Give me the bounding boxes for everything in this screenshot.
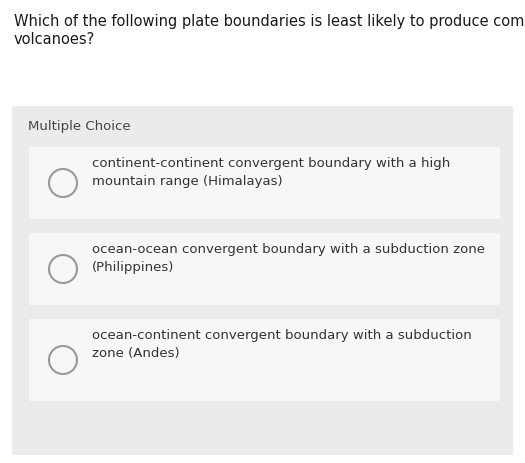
Text: volcanoes?: volcanoes? bbox=[14, 32, 95, 47]
FancyBboxPatch shape bbox=[12, 106, 513, 455]
Text: ocean-ocean convergent boundary with a subduction zone
(Philippines): ocean-ocean convergent boundary with a s… bbox=[92, 243, 485, 275]
Text: continent-continent convergent boundary with a high
mountain range (Himalayas): continent-continent convergent boundary … bbox=[92, 157, 450, 188]
Circle shape bbox=[49, 255, 77, 283]
Text: Which of the following plate boundaries is least likely to produce composite: Which of the following plate boundaries … bbox=[14, 14, 525, 29]
Circle shape bbox=[49, 346, 77, 374]
Text: ocean-continent convergent boundary with a subduction
zone (Andes): ocean-continent convergent boundary with… bbox=[92, 329, 472, 361]
Circle shape bbox=[49, 169, 77, 197]
FancyBboxPatch shape bbox=[29, 147, 500, 219]
Text: Multiple Choice: Multiple Choice bbox=[28, 120, 131, 133]
FancyBboxPatch shape bbox=[29, 233, 500, 305]
FancyBboxPatch shape bbox=[29, 319, 500, 401]
